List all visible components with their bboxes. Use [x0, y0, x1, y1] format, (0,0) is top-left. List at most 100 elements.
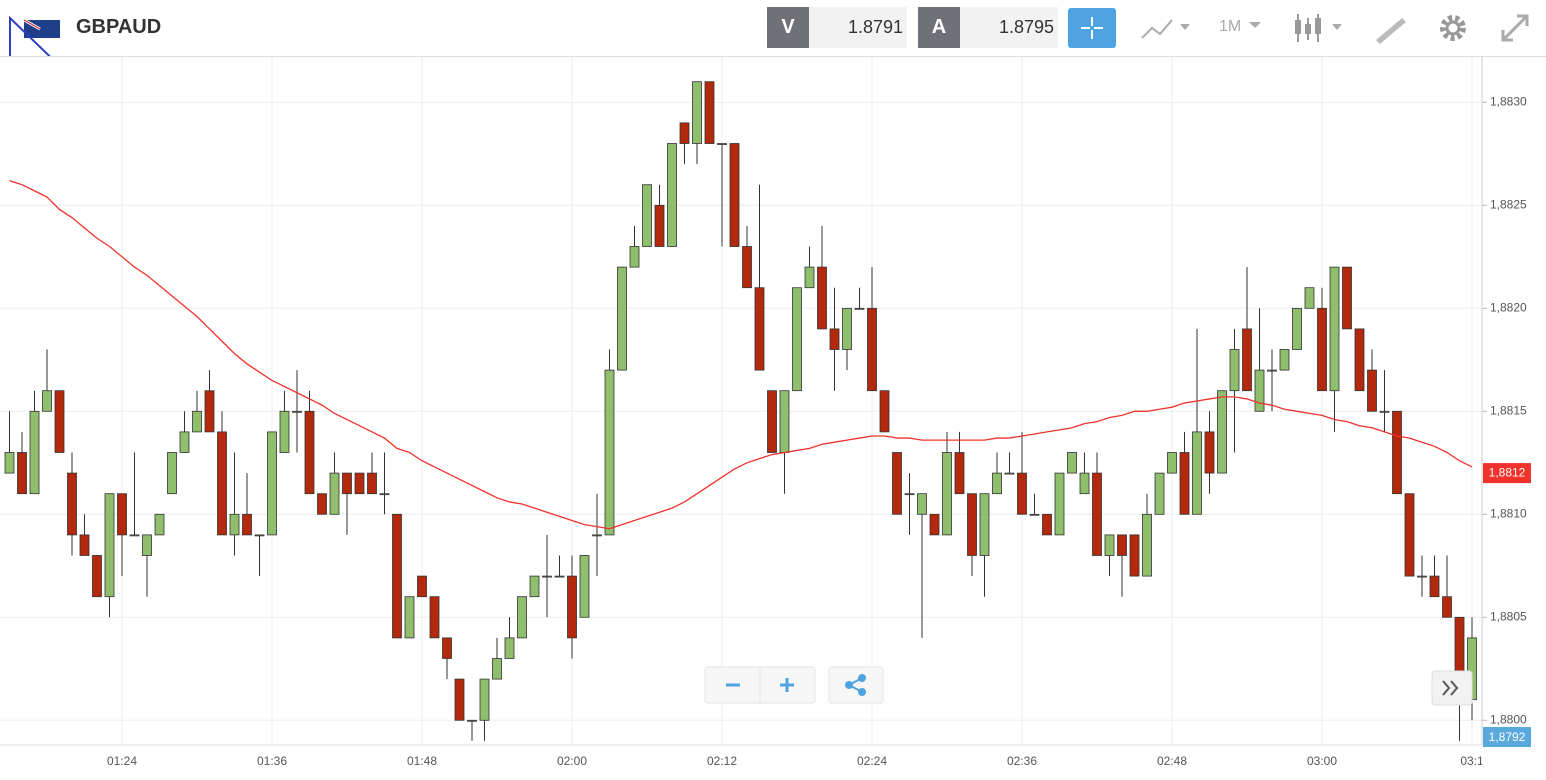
candle-body	[979, 493, 990, 556]
candle-body	[129, 534, 140, 537]
candle-body	[1079, 472, 1090, 495]
candle-body	[517, 596, 527, 639]
candle-body	[917, 493, 927, 515]
candle-body	[267, 431, 277, 536]
candle-body	[892, 452, 902, 515]
candle-body	[1042, 513, 1052, 536]
candle-body	[679, 122, 690, 144]
candle-body	[29, 410, 40, 495]
candle-body	[504, 637, 515, 659]
ma-tag-label: 1,8812	[1489, 465, 1526, 479]
x-tick-label: 01:24	[107, 754, 137, 768]
candle-body	[467, 719, 477, 722]
candle-body	[967, 493, 977, 556]
candle-body	[779, 390, 790, 453]
symbol: GBPAUD	[76, 16, 162, 38]
candle-body	[1017, 472, 1027, 515]
candle-body	[754, 287, 765, 371]
candle-body	[1379, 410, 1390, 413]
candle-body	[529, 575, 540, 598]
candle-body	[1092, 472, 1102, 556]
buy-button[interactable]: A	[918, 7, 960, 48]
candle-body	[442, 637, 452, 659]
candle-body	[179, 431, 190, 453]
crosshair-button[interactable]	[1068, 8, 1116, 48]
price-tag: 1,8792	[1483, 727, 1531, 747]
x-tick-label: 01:48	[407, 754, 437, 768]
scroll-end-button[interactable]	[1431, 670, 1473, 706]
settings-button[interactable]	[1433, 8, 1473, 48]
candle-body	[229, 513, 240, 536]
candle-body	[42, 390, 52, 412]
candle-body	[592, 534, 602, 537]
candle-body	[742, 246, 752, 289]
x-tick-label: 03:1	[1460, 754, 1484, 768]
candle-body	[842, 307, 852, 350]
candle-body	[617, 266, 627, 371]
candle-body	[1367, 369, 1377, 412]
candle-body	[804, 266, 815, 289]
candle-body	[1167, 452, 1177, 474]
candle-body	[1154, 472, 1165, 515]
buy-price: 1.8795	[960, 7, 1058, 48]
candle-body	[17, 452, 27, 495]
candle-body	[404, 596, 415, 639]
candle-body	[767, 390, 777, 453]
x-tick-label: 02:24	[857, 754, 887, 768]
candle-body	[1179, 452, 1190, 515]
y-tick-label: 1,8810	[1490, 506, 1527, 520]
candle-body	[1254, 369, 1265, 412]
share-panel	[828, 666, 884, 704]
candle-body	[417, 575, 427, 598]
candle-body	[192, 410, 202, 433]
candle-body	[1192, 431, 1202, 515]
candle-body	[1067, 452, 1077, 474]
timeframe[interactable]: 1M	[1219, 18, 1242, 35]
candle-body	[104, 493, 115, 598]
timeframe-arrow	[1249, 22, 1261, 28]
candle-body	[1292, 307, 1302, 350]
x-tick-label: 02:00	[557, 754, 587, 768]
y-tick-label: 1,8815	[1490, 403, 1527, 417]
candle-body	[304, 410, 315, 495]
fullscreen-button[interactable]	[1495, 8, 1535, 48]
candle-body	[1054, 472, 1065, 536]
candle-button[interactable]	[1290, 8, 1350, 48]
candle-body	[1142, 513, 1152, 577]
sell-button[interactable]: V	[767, 7, 809, 48]
candle-body	[1304, 287, 1315, 309]
candle-body	[1129, 534, 1140, 577]
x-tick-label: 03:00	[1307, 754, 1337, 768]
draw-button[interactable]	[1372, 8, 1412, 48]
zoom-in[interactable]	[780, 678, 794, 692]
candle-body	[1354, 328, 1365, 392]
candle-body	[1317, 307, 1327, 392]
candle-body	[954, 452, 965, 495]
sell-price: 1.8791	[809, 7, 907, 48]
ma-tag	[1483, 463, 1531, 484]
candle-body	[654, 204, 665, 247]
candle-body	[1342, 266, 1352, 330]
candle-body	[929, 513, 940, 536]
chart-type-button[interactable]	[1138, 8, 1198, 48]
candle-body	[1104, 534, 1115, 556]
candle-body	[1404, 493, 1415, 577]
candle-body	[1217, 390, 1227, 474]
candle-body	[279, 410, 290, 453]
candle-body	[692, 81, 702, 144]
candle-body	[904, 493, 915, 496]
candle-body	[479, 678, 490, 721]
candle-body	[67, 472, 77, 536]
candle-body	[392, 513, 402, 639]
candle-body	[1229, 349, 1240, 392]
candle-body	[204, 390, 215, 433]
candle-body	[1117, 534, 1127, 556]
candle-body	[79, 534, 90, 556]
candle-body	[1204, 431, 1215, 474]
candle-body	[554, 575, 565, 578]
candle-body	[117, 493, 127, 536]
share-button[interactable]	[845, 674, 866, 696]
candle-body	[992, 472, 1002, 495]
candle-body	[429, 596, 440, 639]
